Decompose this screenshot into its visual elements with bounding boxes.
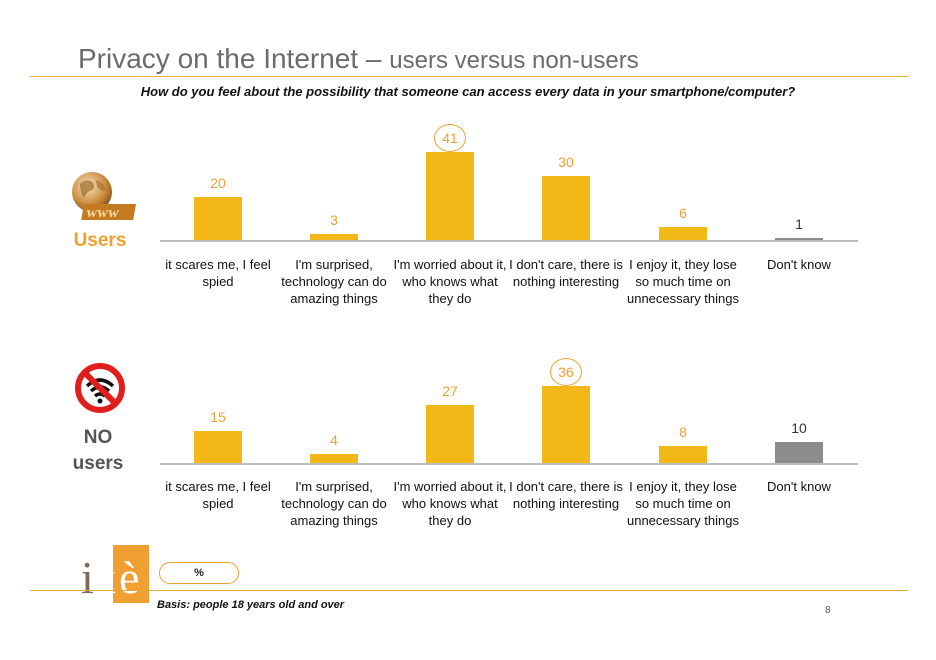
nousers-value-label-3: 27: [442, 382, 458, 399]
nousers-label-line2: users: [72, 453, 124, 474]
users-value-label-2: 3: [330, 211, 338, 228]
nousers-bar-chart: 15 it scares me, I feel spied 4 I'm surpris…: [0, 350, 936, 580]
users-bar-2: [310, 233, 358, 240]
nousers-bar-2: [310, 454, 358, 463]
users-bar-4: [542, 175, 590, 240]
users-value-label-1: 20: [210, 175, 226, 191]
nousers-value-label-6: 10: [791, 419, 807, 436]
nousers-value-label-1: 15: [210, 408, 226, 425]
nousers-bar-1: [194, 430, 242, 463]
users-bar-1: [194, 197, 242, 240]
nousers-bar-3: [426, 404, 474, 463]
footer-divider: [30, 590, 908, 591]
nousers-value-label-5: 8: [679, 423, 687, 440]
users-category-label-4: I don't care, there is nothing interesti…: [509, 257, 623, 289]
survey-question: How do you feel about the possibility th…: [140, 84, 796, 99]
users-bar-3: [426, 151, 474, 240]
nousers-category-label-5: I enjoy it, they lose so much time on un…: [626, 479, 739, 528]
svg-text:i: i: [81, 552, 94, 603]
page-number: 8: [825, 605, 831, 616]
no-wifi-icon: [75, 363, 125, 413]
unit-badge: %: [159, 562, 239, 584]
svg-text:x: x: [93, 552, 116, 603]
users-bar-6: [775, 237, 823, 240]
globe-www-icon: www: [72, 172, 136, 221]
nousers-category-label-6: Don't know: [767, 479, 831, 494]
users-bar-5: [659, 227, 707, 240]
title-main: Privacy on the Internet: [78, 43, 359, 74]
nousers-category-label-1: it scares me, I feel spied: [165, 479, 271, 511]
users-category-label-6: Don't know: [767, 257, 831, 272]
users-category-label-1: it scares me, I feel spied: [165, 257, 271, 289]
nousers-value-label-2: 4: [330, 432, 338, 449]
users-value-label-4: 30: [558, 153, 574, 170]
users-highlight-ring: [434, 123, 466, 152]
title-divider: [30, 76, 908, 77]
basis-note: Basis: people 18 years old and over: [157, 599, 345, 611]
users-category-label-2: I'm surprised, technology can do amazing…: [281, 257, 387, 306]
svg-text:www: www: [85, 205, 120, 221]
nousers-category-label-4: I don't care, there is nothing interesti…: [509, 479, 623, 511]
ixe-logo: i x è: [81, 545, 149, 603]
users-value-label-6: 1: [795, 215, 803, 232]
title-dash: –: [358, 43, 390, 74]
nousers-bar-5: [659, 445, 707, 463]
nousers-category-label-3: I'm worried about it, who knows what the…: [393, 479, 507, 528]
users-baseline: [160, 240, 858, 242]
nousers-baseline: [160, 463, 858, 465]
nousers-bar-6: [775, 441, 823, 463]
nousers-panel-label: NO users: [58, 425, 138, 477]
nousers-highlight-ring: [550, 357, 582, 386]
users-bar-chart: 20 it scares me, I feel spied 3 I'm surpris…: [0, 120, 936, 360]
users-value-label-5: 6: [679, 205, 687, 222]
users-panel-label: Users: [73, 230, 127, 251]
nousers-label-line1: NO: [83, 427, 113, 448]
nousers-bar-4: [542, 385, 590, 463]
slide-title: Privacy on the Internet – users versus n…: [78, 43, 639, 75]
users-category-label-3: I'm worried about it, who knows what the…: [393, 257, 507, 306]
users-category-label-5: I enjoy it, they lose so much time on un…: [626, 257, 739, 306]
nousers-category-label-2: I'm surprised, technology can do amazing…: [281, 479, 387, 528]
svg-text:è: è: [119, 552, 139, 603]
title-sub: users versus non-users: [389, 47, 639, 74]
